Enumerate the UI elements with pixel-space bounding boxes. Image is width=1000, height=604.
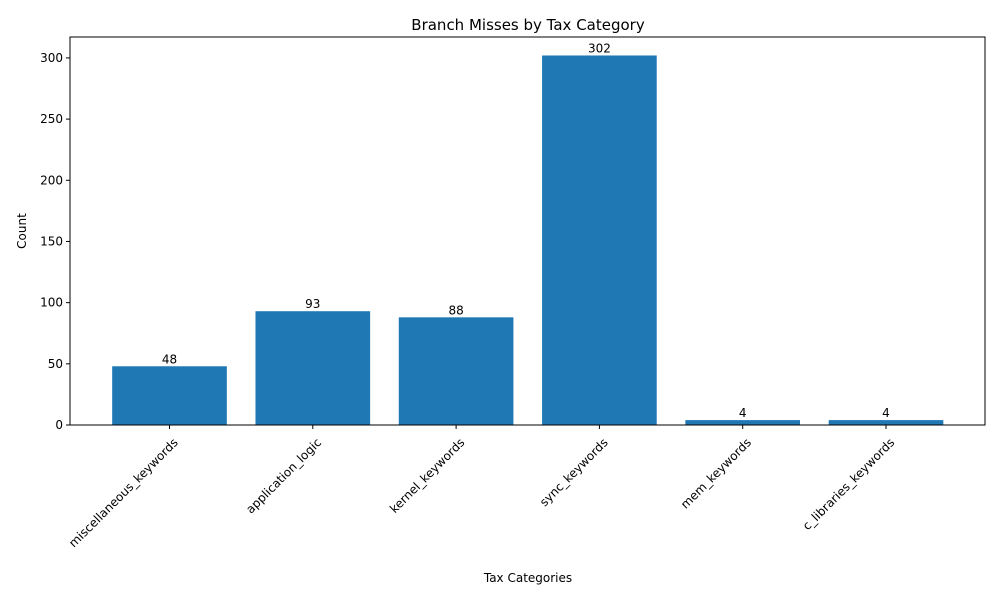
y-tick-label: 100 bbox=[40, 296, 63, 310]
data-label: 4 bbox=[882, 406, 890, 420]
bar bbox=[398, 317, 514, 425]
bar bbox=[542, 55, 657, 425]
data-label: 88 bbox=[448, 303, 463, 317]
plot-area: 48 miscellaneous_keywords 93 application_lo… bbox=[40, 36, 986, 550]
chart-title: Branch Misses by Tax Category bbox=[411, 16, 645, 34]
y-tick-label: 0 bbox=[55, 418, 63, 432]
y-tick-label: 250 bbox=[40, 112, 63, 126]
bar bbox=[255, 311, 371, 425]
y-axis-label: Count bbox=[15, 213, 29, 249]
x-tick-label: c_libraries_keywords bbox=[800, 435, 897, 532]
y-tick-label: 150 bbox=[40, 234, 63, 248]
data-label: 4 bbox=[739, 406, 747, 420]
x-tick-label: miscellaneous_keywords bbox=[66, 435, 181, 550]
y-tick-label: 50 bbox=[48, 357, 63, 371]
bar bbox=[828, 420, 944, 425]
bar bbox=[112, 366, 227, 425]
data-label: 302 bbox=[588, 41, 611, 55]
data-label: 93 bbox=[305, 297, 320, 311]
x-tick-label: mem_keywords bbox=[678, 435, 754, 511]
x-axis-label: Tax Categories bbox=[483, 571, 572, 585]
x-tick-label: kernel_keywords bbox=[387, 435, 467, 515]
y-tick-label: 200 bbox=[40, 173, 63, 187]
x-tick-label: application_logic bbox=[243, 435, 324, 516]
plot-frame bbox=[69, 36, 986, 426]
x-tick-label: sync_keywords bbox=[537, 435, 611, 509]
y-tick-label: 300 bbox=[40, 51, 63, 65]
bar bbox=[685, 420, 801, 425]
data-label: 48 bbox=[162, 352, 177, 366]
